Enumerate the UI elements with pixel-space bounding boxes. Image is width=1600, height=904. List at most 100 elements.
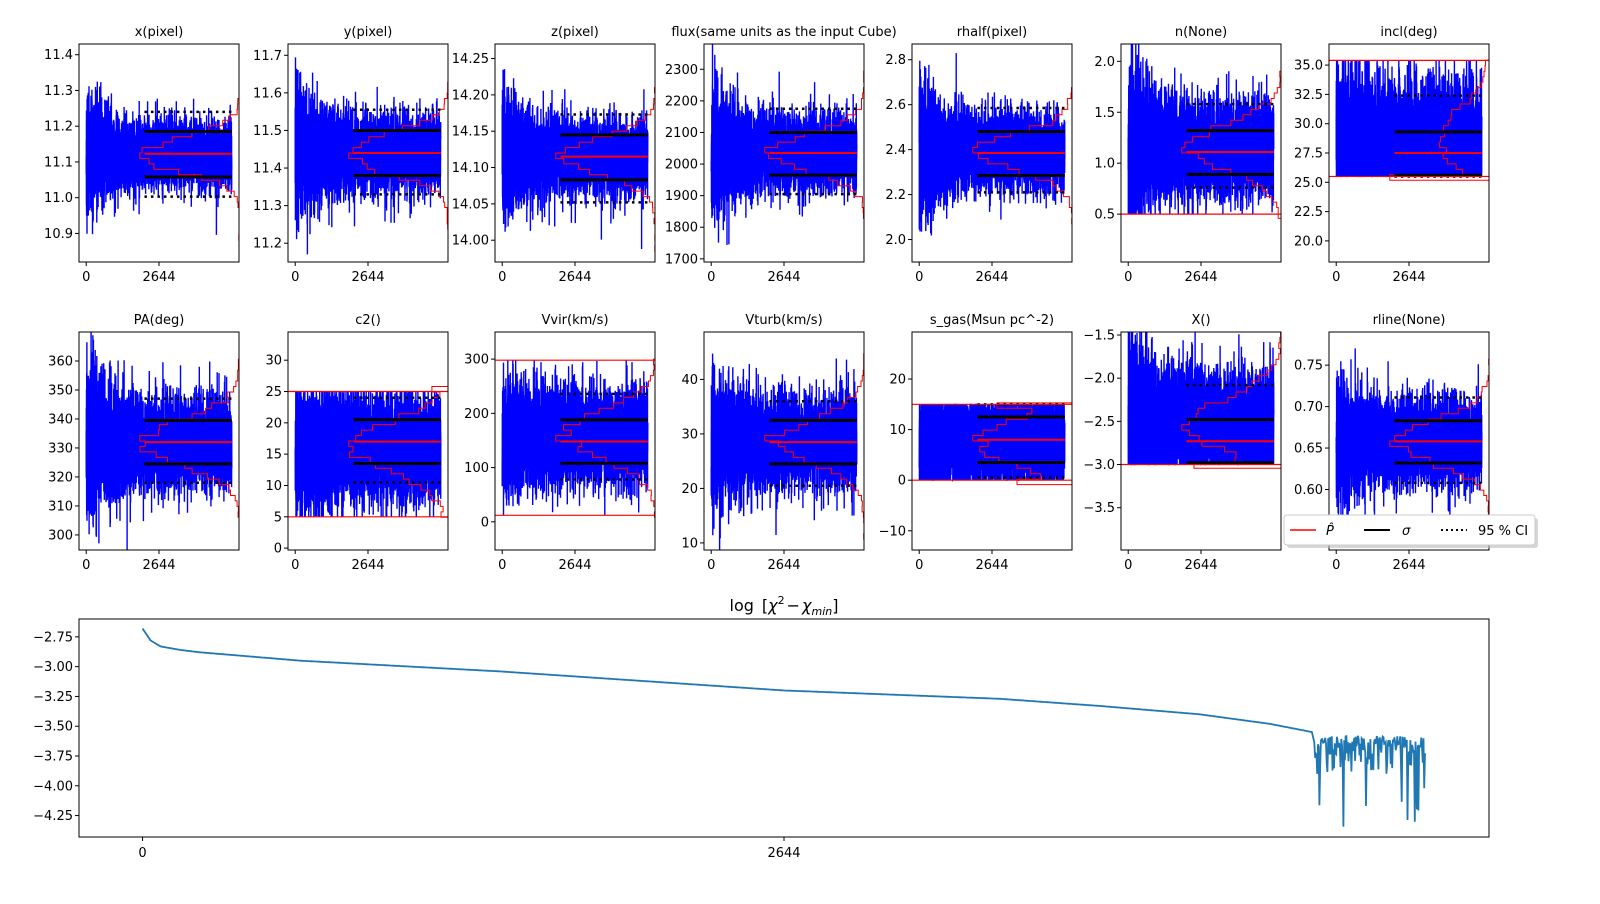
x-tick-label: 0 [915, 558, 923, 573]
trace-line [501, 360, 649, 516]
x-tick-label: 0 [498, 558, 506, 573]
subplot-title: s_gas(Msun pc^-2) [930, 313, 1054, 328]
y-tick-label: 0.5 [1094, 208, 1115, 223]
y-tick-label: 14.10 [452, 161, 489, 176]
subplot-title: flux(same units as the input Cube) [671, 25, 896, 40]
y-tick-label: 300 [48, 528, 73, 543]
trace-line [1335, 60, 1483, 178]
subplot-title: X() [1191, 313, 1210, 328]
y-tick-label: 2000 [665, 158, 698, 173]
y-tick-label: 2.0 [1094, 55, 1115, 70]
x-tick-label: 0 [82, 270, 90, 285]
y-tick-label: 2.6 [885, 98, 906, 113]
chi2-curve [141, 628, 1426, 827]
subplot-title: rhalf(pixel) [957, 25, 1027, 40]
y-tick-label: 11.5 [253, 124, 282, 139]
subplot-title: PA(deg) [134, 313, 185, 328]
y-tick-label: 350 [48, 383, 73, 398]
x-tick-label: 2644 [975, 558, 1008, 573]
x-tick-label: 0 [498, 270, 506, 285]
plot-area [1121, 332, 1281, 550]
y-tick-label: 10 [265, 479, 282, 494]
chi2-title: log [χ2− χmin] [730, 594, 839, 618]
y-tick-label: −2.5 [1083, 415, 1115, 430]
subplot-title: rline(None) [1373, 313, 1446, 328]
posterior-histogram [555, 332, 655, 550]
y-tick-label: 1900 [665, 189, 698, 204]
posterior-histogram [972, 332, 1072, 550]
y-tick-label: 30 [681, 427, 698, 442]
x-tick-label: 2644 [558, 558, 591, 573]
y-tick-label: 10.9 [44, 227, 73, 242]
x-tick-label: 2644 [142, 558, 175, 573]
trace-line [918, 403, 1066, 482]
y-tick-label: 2.0 [885, 233, 906, 248]
subplot-title: Vvir(km/s) [541, 313, 608, 328]
x-tick-label: 2644 [767, 270, 800, 285]
y-tick-label: 11.6 [253, 86, 282, 101]
y-tick-label: 330 [48, 441, 73, 456]
subplot-flux-same-units-as-the-input-cube: flux(same units as the input Cube) 1700 18… [665, 25, 897, 285]
y-tick-label: 20.0 [1294, 234, 1323, 249]
subplot-title: n(None) [1175, 25, 1227, 40]
posterior-histogram [348, 332, 448, 550]
y-tick-label: 11.3 [44, 84, 73, 99]
plot-area [710, 332, 864, 550]
trace-line [294, 57, 442, 255]
plot-area [294, 44, 448, 262]
subplot-title: Vturb(km/s) [745, 313, 822, 328]
x-tick-label: 2644 [767, 846, 800, 861]
subplot-vturb-km-s: Vturb(km/s) 10 20 30 40 0 2644 [681, 313, 865, 573]
y-tick-label: 2100 [665, 126, 698, 141]
y-tick-label: 11.4 [253, 162, 282, 177]
y-tick-label: 27.5 [1294, 147, 1323, 162]
y-tick-label: 14.05 [452, 197, 489, 212]
y-tick-label: 10 [889, 423, 906, 438]
y-tick-label: 310 [48, 499, 73, 514]
x-tick-label: 0 [1124, 558, 1132, 573]
y-tick-label: −10 [879, 524, 906, 539]
trace-subplot-grid: x(pixel)10.911.011.111.211.311.40 2644y(p… [44, 25, 1490, 573]
subplot-title: c2() [355, 313, 381, 328]
y-tick-label: 0 [898, 474, 906, 489]
subplot-x: X() −3.5 −3.0 −2.5 −2.0 −1.5 0 2644 [1083, 313, 1282, 573]
plot-area [85, 44, 239, 262]
trace-line [918, 53, 1066, 236]
y-tick-label: 22.5 [1294, 205, 1323, 220]
y-tick-label: 1.5 [1094, 106, 1115, 121]
y-tick-label: −2.75 [33, 630, 73, 645]
x-tick-label: 2644 [351, 270, 384, 285]
posterior-histogram [1181, 332, 1281, 550]
y-tick-label: 35.0 [1294, 59, 1323, 74]
y-tick-label: 2.4 [885, 143, 906, 158]
x-tick-label: 0 [82, 558, 90, 573]
y-tick-label: 1700 [665, 252, 698, 267]
x-tick-label: 2644 [1392, 558, 1425, 573]
posterior-histogram [139, 332, 239, 550]
y-tick-label: 14.25 [452, 52, 489, 67]
subplot-c2: c2() 0 5 10 15 20 25 30 0 2644 [265, 313, 449, 573]
legend: P̂ σ 95 % CI [1283, 514, 1538, 548]
trace-line [85, 81, 233, 235]
x-tick-label: 2644 [975, 270, 1008, 285]
y-tick-label: −4.25 [33, 809, 73, 824]
y-tick-label: −3.25 [33, 690, 73, 705]
y-tick-label: 2200 [665, 94, 698, 109]
subplot-s-gas-msun-pc-2: s_gas(Msun pc^-2) −10 0 10 20 0 2644 [879, 313, 1073, 573]
axes-frame [78, 618, 1490, 838]
trace-line [710, 44, 858, 245]
subplot-vvir-km-s: Vvir(km/s) 0 100 200 300 0 2644 [464, 313, 656, 573]
y-tick-label: 30 [265, 354, 282, 369]
trace-line [294, 391, 442, 517]
y-tick-label: 20 [889, 373, 906, 388]
subplot-incl-deg: incl(deg) 20.0 22.5 25.0 27.5 30.0 32.5 35.0 0 26… [1294, 25, 1490, 285]
plot-area [501, 44, 655, 262]
posterior-histogram [555, 44, 655, 262]
plot-area [1329, 44, 1489, 262]
y-tick-label: 11.2 [253, 237, 282, 252]
x-tick-label: 0 [915, 270, 923, 285]
posterior-histogram [348, 44, 448, 262]
subplot-title: y(pixel) [344, 25, 393, 40]
y-tick-label: −3.50 [33, 720, 73, 735]
y-tick-label: 11.1 [44, 155, 73, 170]
